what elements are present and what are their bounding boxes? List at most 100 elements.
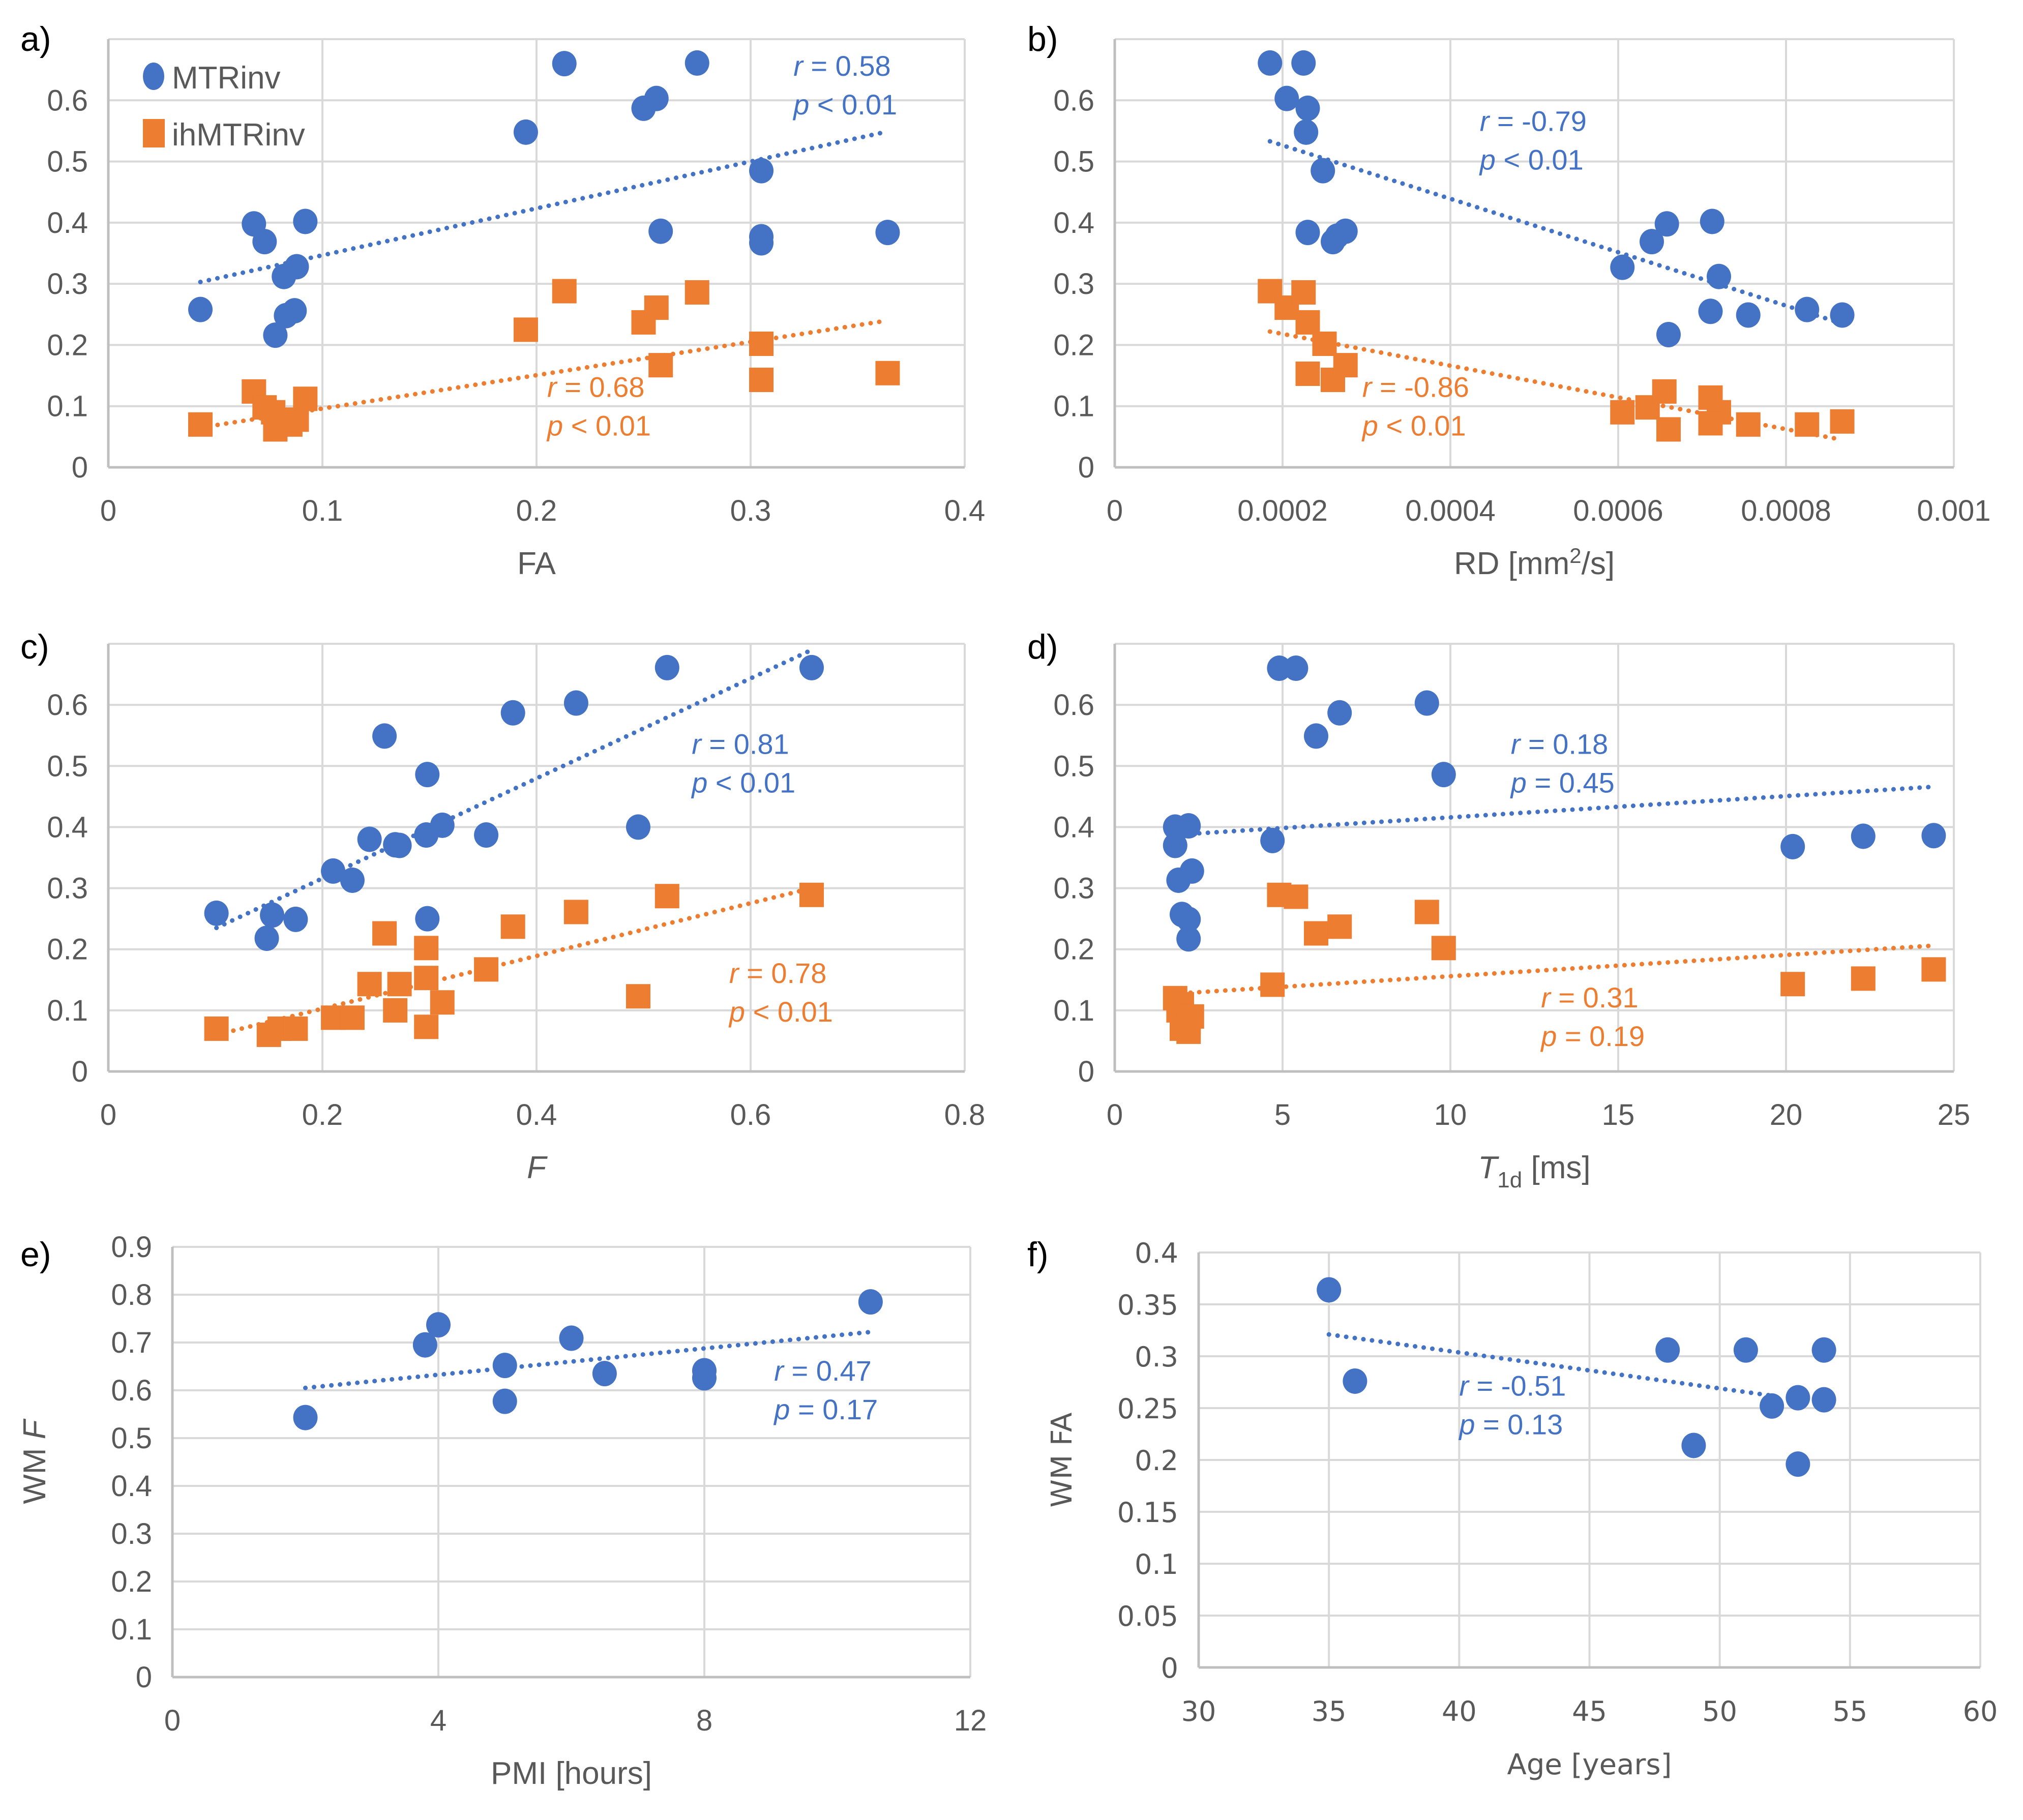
r-symbol: r: [1511, 728, 1522, 760]
data-point-circle: [1780, 833, 1805, 859]
data-point-circle: [1327, 700, 1352, 726]
x-tick-label: 10: [1434, 1098, 1467, 1131]
x-tick-label: 15: [1602, 1098, 1635, 1131]
y-tick-label: 0.8: [111, 1278, 152, 1311]
r-value: = 0.31: [1551, 981, 1639, 1013]
legend-marker-square: [143, 119, 165, 147]
y-tick-label: 0.4: [1135, 1237, 1178, 1269]
data-point-circle: [1179, 858, 1204, 884]
series-ihMTRinv: r = 0.78 p < 0.01: [204, 882, 833, 1047]
data-point-circle: [1760, 1393, 1784, 1419]
y-tick-label: 0.05: [1117, 1600, 1178, 1632]
y-tick-label: 0.3: [1053, 267, 1094, 301]
data-point-circle: [692, 1365, 717, 1391]
p-annotation: p < 0.01: [691, 766, 795, 798]
x-axis-label-sup: 2: [1569, 544, 1581, 568]
r-symbol: r: [547, 371, 558, 403]
r-symbol: r: [729, 957, 740, 989]
data-point-circle: [1654, 211, 1679, 237]
y-tick-label: 0.5: [47, 145, 88, 178]
x-tick-label: 0.4: [944, 494, 986, 527]
panel-label: c): [20, 628, 49, 666]
y-tick-label: 0: [136, 1661, 152, 1694]
panel-a: a) 0 0.1 0.2 0.3 0.4 0.5 0.6 0 0.1 0.2 0.3 0.4 FA r = …: [20, 20, 985, 581]
x-tick-label: 45: [1572, 1695, 1607, 1727]
r-symbol: r: [774, 1355, 785, 1387]
panel-label: f): [1027, 1235, 1049, 1274]
data-point-circle: [1311, 158, 1335, 184]
x-axis-label-unit: [ms]: [1522, 1150, 1590, 1185]
x-tick-label: 0.001: [1917, 494, 1990, 527]
data-point-circle: [474, 822, 499, 848]
data-point-circle: [430, 812, 455, 838]
data-point-circle: [685, 50, 709, 76]
data-point-circle: [293, 1405, 318, 1430]
data-point-circle: [1811, 1337, 1836, 1363]
data-point-square: [1333, 353, 1358, 378]
data-point-circle: [500, 700, 525, 726]
data-point-square: [1652, 379, 1677, 404]
legend-marker-circle: [143, 63, 164, 90]
data-point-square: [1830, 409, 1855, 434]
p-value: < 0.01: [809, 88, 897, 121]
x-tick-label: 12: [954, 1704, 987, 1737]
data-point-circle: [188, 296, 213, 322]
y-axis-label: WM F: [17, 1418, 52, 1504]
data-point-square: [1295, 310, 1320, 335]
data-point-circle: [1830, 302, 1855, 328]
data-point-circle: [875, 220, 900, 246]
y-tick-label: 0: [1161, 1652, 1178, 1684]
r-symbol: r: [692, 728, 702, 760]
p-symbol: p: [1458, 1409, 1475, 1441]
y-axis-label-main: WM: [17, 1439, 52, 1504]
y-tick-label: 0.2: [47, 933, 88, 966]
series-MTRinv: r = 0.81 p < 0.01: [204, 647, 824, 951]
x-axis-label: FA: [517, 546, 556, 581]
y-tick-label: 0.15: [1117, 1497, 1178, 1529]
data-point-circle: [357, 826, 382, 852]
data-point-circle: [749, 230, 774, 256]
data-point-circle: [387, 832, 412, 858]
x-tick-label: 0: [1107, 494, 1123, 527]
data-point-circle: [1176, 813, 1201, 839]
data-point-circle: [1656, 321, 1681, 347]
data-point-circle: [415, 762, 440, 788]
panel-f: f) 0 0.05 0.1 0.15 0.2 0.25 0.3 0.35 0.4 30 35 40 45 5…: [1027, 1235, 1998, 1781]
data-point-circle: [282, 298, 307, 324]
data-point-circle: [552, 51, 577, 77]
data-point-circle: [1707, 263, 1731, 289]
y-tick-label: 0: [1078, 451, 1094, 484]
data-point-square: [1851, 966, 1876, 991]
r-symbol: r: [1362, 371, 1373, 403]
series-ihMTRinv: r = -0.86 p < 0.01: [1258, 279, 1855, 442]
x-tick-label: 0: [1107, 1098, 1123, 1131]
r-value: = 0.78: [739, 957, 827, 989]
data-point-circle: [1176, 926, 1201, 952]
trendline: [214, 886, 814, 1037]
data-point-square: [372, 921, 397, 946]
x-tick-label: 0: [100, 494, 116, 527]
trendline: [303, 1329, 873, 1390]
data-point-square: [204, 1016, 229, 1041]
y-tick-label: 0.4: [1053, 206, 1094, 240]
r-annotation: r = 0.81: [692, 728, 789, 760]
series-WM-FA: r = -0.51 p = 0.13: [1317, 1277, 1836, 1477]
y-axis-label: WM FA: [1046, 1413, 1079, 1508]
data-point-circle: [1811, 1387, 1836, 1413]
data-point-circle: [415, 906, 440, 932]
panel-label: d): [1027, 628, 1058, 666]
y-tick-label: 0.4: [47, 811, 88, 844]
y-tick-label: 0.1: [47, 994, 88, 1027]
r-value: = -0.86: [1372, 371, 1469, 403]
p-symbol: p: [1479, 143, 1496, 175]
trendline: [1179, 943, 1936, 996]
p-annotation: p < 0.01: [1479, 143, 1584, 175]
x-axis-label: PMI [hours]: [491, 1756, 652, 1791]
y-tick-label: 0.2: [1053, 329, 1094, 362]
y-tick-label: 0.1: [1135, 1548, 1178, 1580]
p-symbol: p: [1361, 410, 1378, 442]
p-value: < 0.01: [1496, 143, 1584, 175]
data-point-circle: [1610, 254, 1635, 280]
data-point-circle: [204, 900, 229, 926]
y-tick-label: 0.2: [1135, 1445, 1178, 1477]
